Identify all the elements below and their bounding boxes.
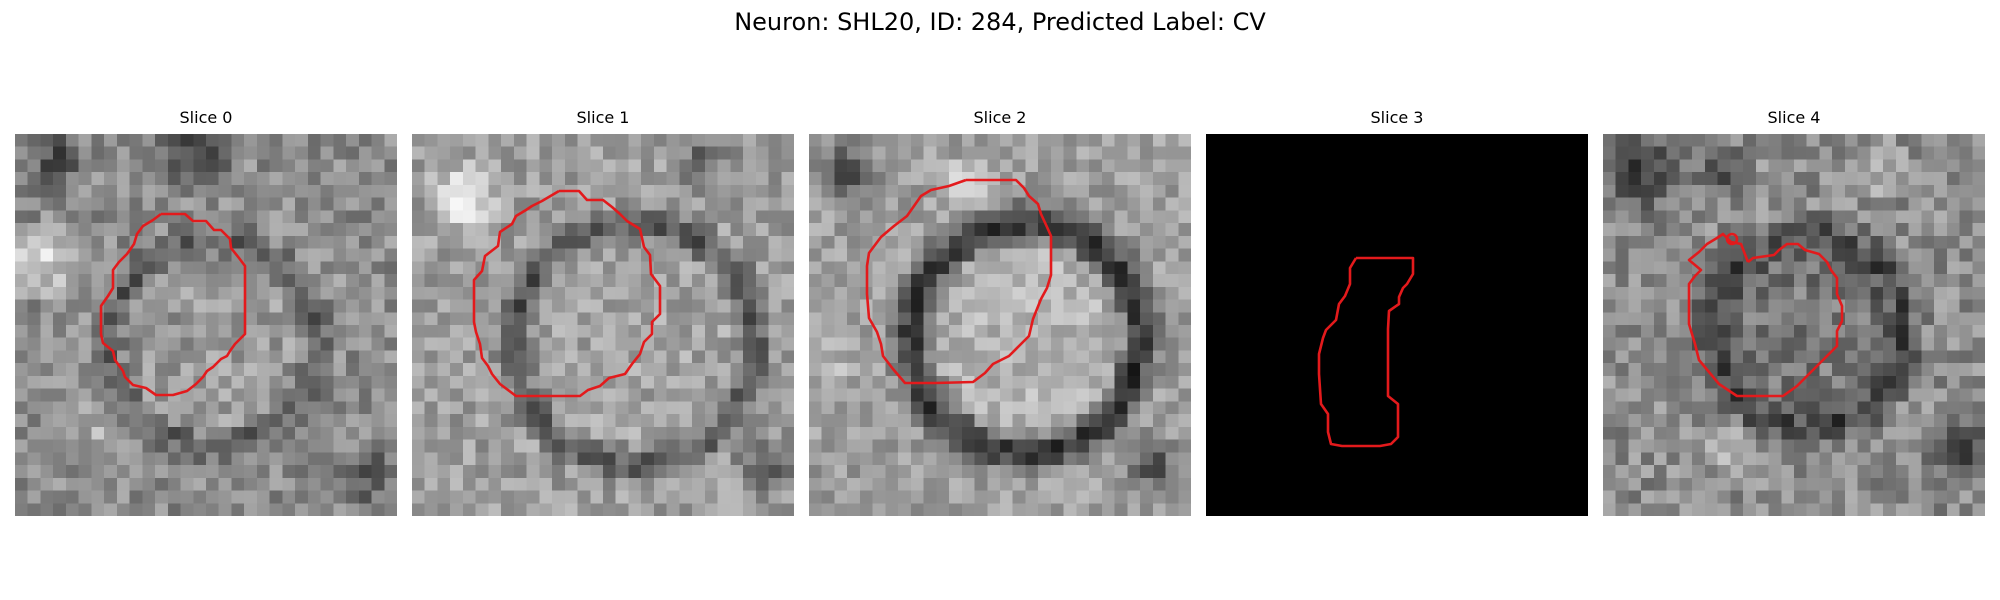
slice-image-1 (412, 134, 794, 516)
figure-title: Neuron: SHL20, ID: 284, Predicted Label:… (0, 8, 2000, 36)
slice-image-2 (809, 134, 1191, 516)
slice-title-4: Slice 4 (1603, 108, 1985, 127)
slice-image-4 (1603, 134, 1985, 516)
slice-title-0: Slice 0 (15, 108, 397, 127)
slice-image-0 (15, 134, 397, 516)
slice-title-3: Slice 3 (1206, 108, 1588, 127)
slice-title-2: Slice 2 (809, 108, 1191, 127)
slice-title-1: Slice 1 (412, 108, 794, 127)
slice-image-3 (1206, 134, 1588, 516)
